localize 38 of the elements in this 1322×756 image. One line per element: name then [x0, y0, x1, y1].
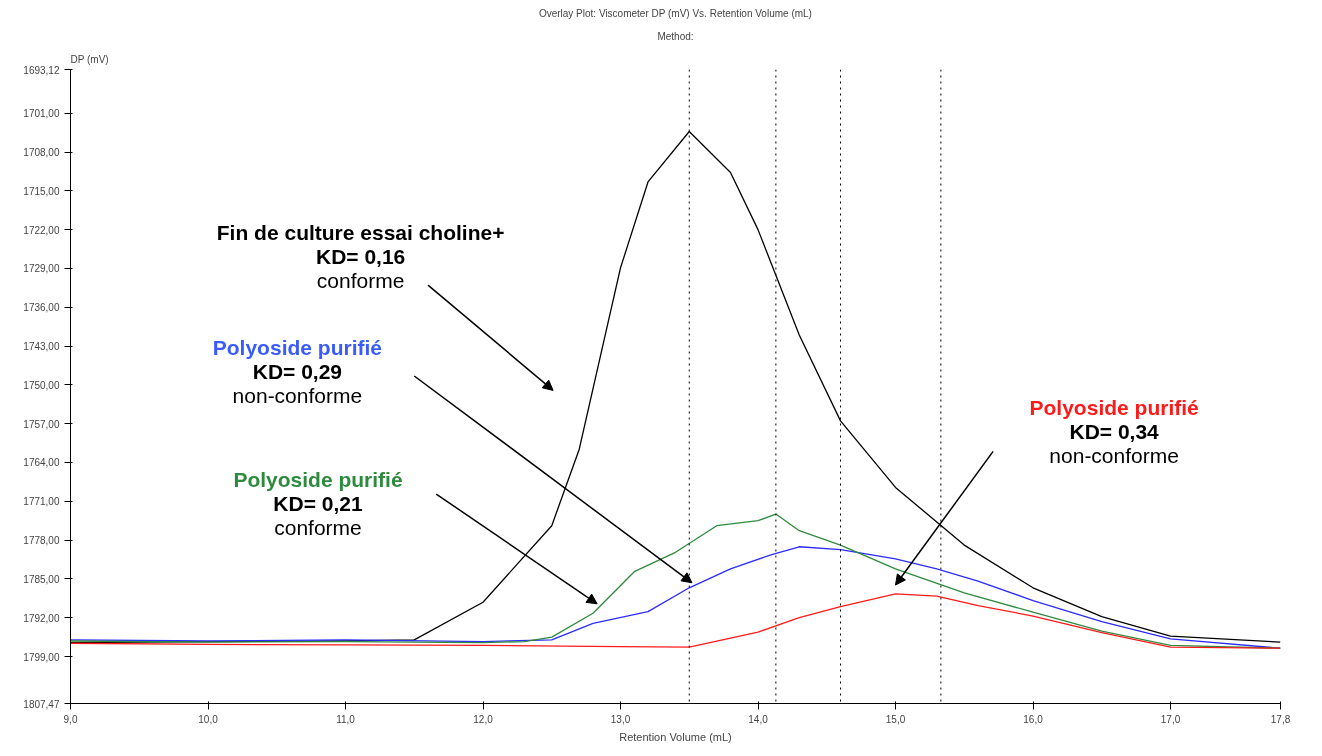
y-tick-label: 1771,00: [23, 496, 60, 508]
y-tick-label: 1722,00: [23, 224, 60, 236]
annotation: Polyoside purifié KD= 0,34 non-conforme: [1029, 395, 1199, 467]
y-tick-label: 1807,47: [23, 698, 60, 710]
chart-title: Overlay Plot: Viscometer DP (mV) Vs. Retention Volume (mL): [538, 7, 812, 19]
y-tick-label: 1729,00: [23, 263, 60, 275]
y-tick-label: 1785,00: [23, 573, 60, 585]
y-tick-label: 1715,00: [23, 185, 60, 197]
annotation: Polyoside purifié KD= 0,29 non-conforme: [212, 336, 382, 408]
annotation: Polyoside purifié KD= 0,21 conforme: [233, 468, 403, 540]
annotation: Fin de culture essai choline+ KD= 0,16 conforme: [216, 221, 505, 293]
x-axis-title: Retention Volume (mL): [619, 730, 732, 743]
x-tick-label: 15,0: [885, 713, 906, 725]
x-tick-label: 12,0: [473, 713, 494, 725]
y-tick-label: 1693,12: [23, 64, 60, 76]
y-tick-label: 1799,00: [23, 651, 60, 663]
x-tick-label: 13,0: [610, 713, 631, 725]
y-tick-label: 1708,00: [23, 147, 60, 158]
y-tick-label: 1764,00: [23, 457, 60, 469]
y-tick-label: 1792,00: [23, 612, 60, 624]
y-tick-label: 1736,00: [23, 302, 60, 314]
x-tick-label: 10,0: [198, 713, 219, 725]
line-series: [70, 593, 1281, 649]
y-tick-label: 1743,00: [23, 341, 60, 353]
line-series: [70, 546, 1281, 649]
y-tick-label: 1778,00: [23, 535, 60, 547]
y-tick-label: 1750,00: [23, 379, 60, 391]
x-tick-label: 17,8: [1270, 713, 1291, 725]
x-tick-label: 9,0: [63, 713, 78, 725]
x-tick-label: 16,0: [1023, 713, 1044, 725]
line-series: [70, 513, 1281, 649]
x-tick-label: 11,0: [336, 713, 356, 725]
x-tick-label: 14,0: [748, 713, 769, 725]
y-tick-label: 1757,00: [23, 418, 60, 430]
chart-subtitle: Method:: [657, 30, 694, 42]
y-tick-label: 1701,00: [23, 108, 60, 120]
x-tick-label: 17,0: [1160, 713, 1181, 725]
y-axis-title: DP (mV): [70, 53, 109, 65]
